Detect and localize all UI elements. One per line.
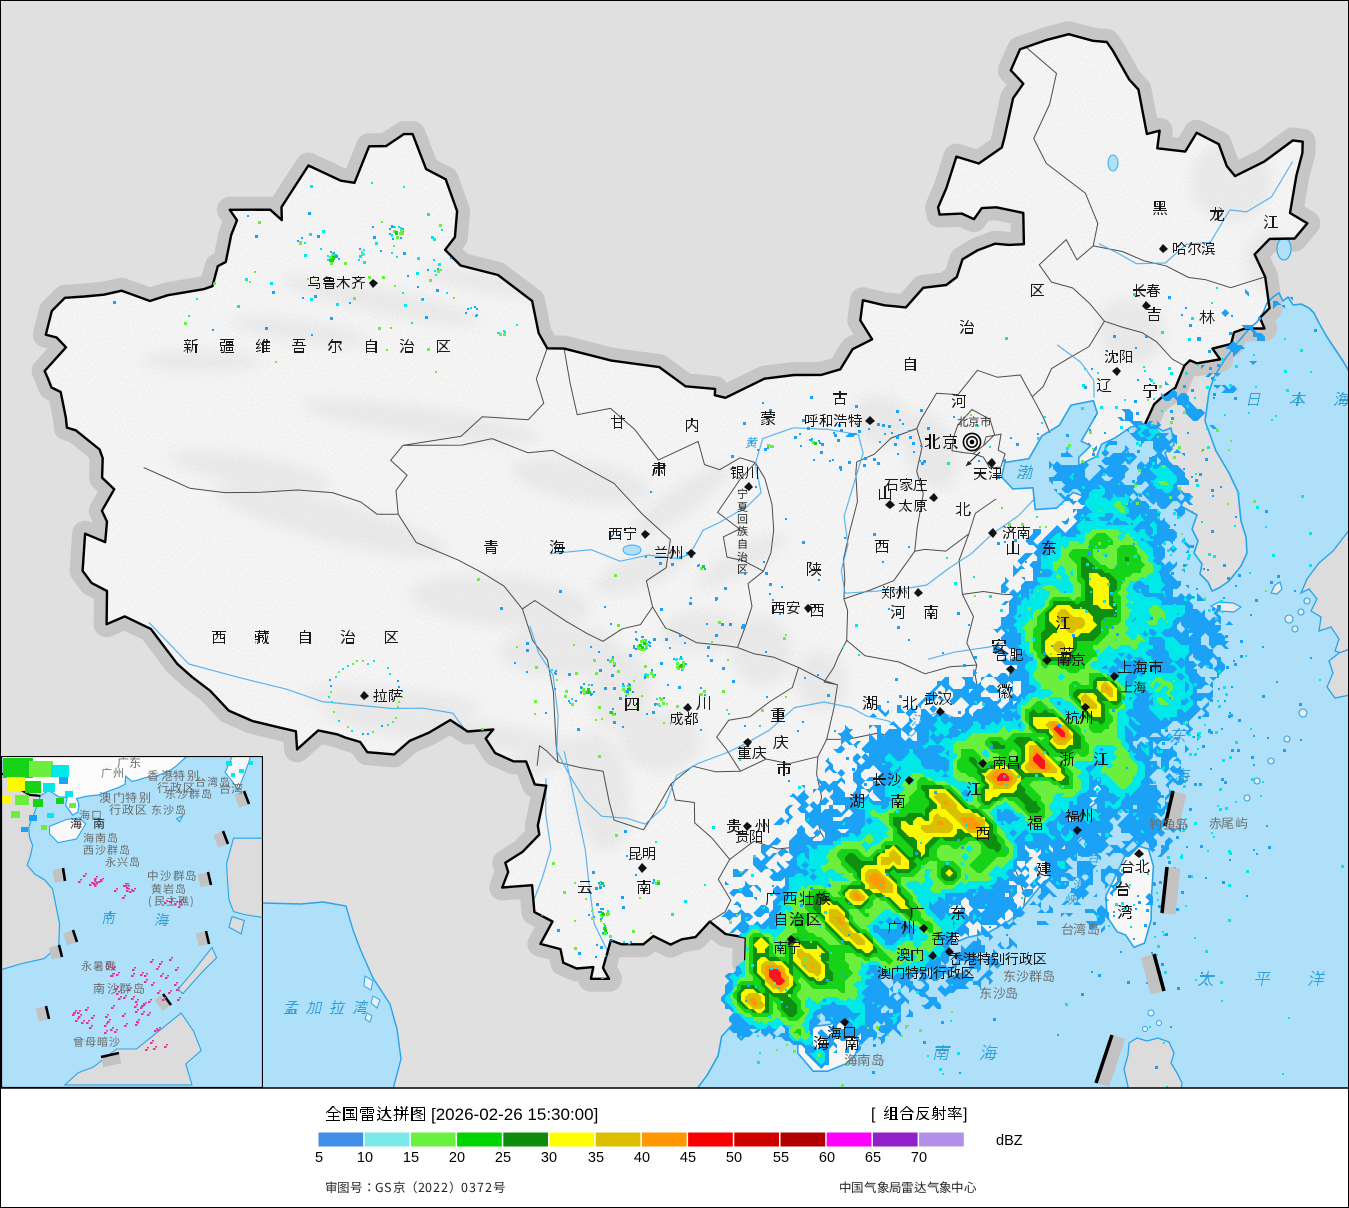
svg-text:10: 10 <box>357 1150 373 1166</box>
svg-text:60: 60 <box>819 1150 835 1166</box>
svg-text:55: 55 <box>773 1150 789 1166</box>
svg-text:35: 35 <box>588 1150 604 1166</box>
svg-text:20: 20 <box>449 1150 465 1166</box>
svg-text:70: 70 <box>911 1150 927 1166</box>
svg-text:15: 15 <box>403 1150 419 1166</box>
svg-text:45: 45 <box>680 1150 696 1166</box>
svg-text:dBZ: dBZ <box>996 1133 1023 1149</box>
svg-text:65: 65 <box>865 1150 881 1166</box>
svg-text:30: 30 <box>541 1150 557 1166</box>
svg-text:[: [ <box>871 1106 876 1123</box>
svg-text:25: 25 <box>495 1150 511 1166</box>
svg-text:[2026-02-26 15:30:00]: [2026-02-26 15:30:00] <box>431 1105 598 1124</box>
svg-text:]: ] <box>963 1106 967 1123</box>
svg-text:40: 40 <box>634 1150 650 1166</box>
svg-text:50: 50 <box>726 1150 742 1166</box>
svg-text:5: 5 <box>315 1150 323 1166</box>
